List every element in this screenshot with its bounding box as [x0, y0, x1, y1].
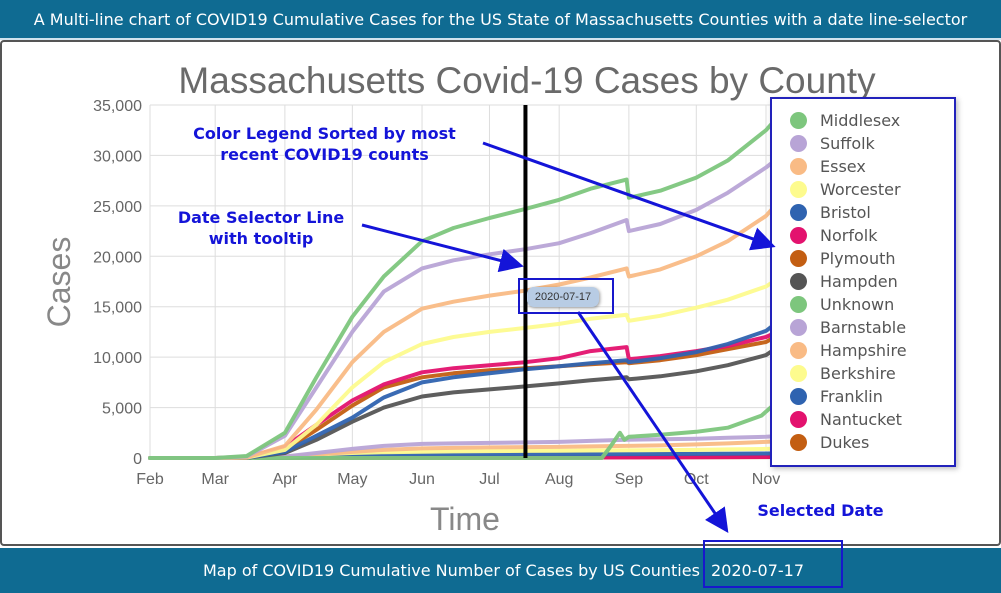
chart-title: Massachusetts Covid-19 Cases by County: [178, 60, 876, 101]
legend-item-nantucket[interactable]: Nantucket: [790, 409, 902, 429]
legend-label: Hampden: [820, 271, 898, 291]
y-tick-label: 25,000: [93, 199, 142, 216]
x-tick-label: Jul: [479, 471, 499, 488]
legend-swatch: [790, 111, 807, 129]
legend-item-unknown[interactable]: Unknown: [790, 294, 894, 314]
legend-annotation-line1: Color Legend Sorted by most: [193, 124, 456, 143]
date-tooltip: 2020-07-17: [527, 287, 599, 307]
legend-item-hampden[interactable]: Hampden: [790, 271, 898, 291]
series-line-worcester[interactable]: [148, 278, 777, 460]
legend-swatch: [790, 226, 807, 244]
x-tick-label: Feb: [136, 471, 164, 488]
y-tick-label: 10,000: [93, 350, 142, 367]
legend-label: Franklin: [820, 386, 883, 406]
x-tick-label: May: [337, 471, 367, 488]
y-ticks: 0 5,000 10,000 15,000 20,000 25,000 30,000 35,0…: [93, 98, 142, 468]
bottom-bar: Map of COVID19 Cumulative Number of Case…: [0, 548, 1001, 593]
legend-label: Suffolk: [820, 133, 875, 153]
footer-date: 2020-07-17: [711, 561, 804, 580]
tooltip-highlight-box: [518, 278, 614, 314]
series-line-essex[interactable]: [148, 203, 777, 460]
x-tick-label: Aug: [545, 471, 573, 488]
legend-swatch: [790, 157, 807, 175]
selected-date-annotation: Selected Date: [757, 501, 884, 520]
legend-item-plymouth[interactable]: Plymouth: [790, 248, 896, 268]
legend-label: Hampshire: [820, 340, 907, 360]
selected-date-highlight-box: [703, 540, 843, 588]
y-tick-label: 0: [133, 451, 142, 468]
legend-item-hampshire[interactable]: Hampshire: [790, 340, 907, 360]
legend-swatch: [790, 433, 807, 451]
legend-swatch: [790, 318, 807, 336]
legend-item-franklin[interactable]: Franklin: [790, 386, 883, 406]
top-title-bar: A Multi-line chart of COVID19 Cumulative…: [0, 0, 1001, 40]
legend-swatch: [790, 410, 807, 428]
legend-item-essex[interactable]: Essex: [790, 156, 866, 176]
legend-swatch: [790, 134, 807, 152]
legend-swatch: [790, 341, 807, 359]
footer-label: Map of COVID19 Cumulative Number of Case…: [202, 561, 700, 580]
legend-annotation-line2: recent COVID19 counts: [220, 145, 429, 164]
legend-label: Nantucket: [820, 409, 902, 429]
legend-label: Plymouth: [820, 248, 896, 268]
legend-label: Middlesex: [820, 110, 901, 130]
x-tick-label: Mar: [201, 471, 229, 488]
footer-text: Map of COVID19 Cumulative Number of Case…: [0, 548, 1001, 593]
legend-label: Berkshire: [820, 363, 896, 383]
x-tick-label: Oct: [684, 471, 709, 488]
legend-label: Worcester: [820, 179, 901, 199]
y-axis-label: Cases: [41, 237, 77, 328]
y-tick-label: 35,000: [93, 98, 142, 115]
legend-swatch: [790, 387, 807, 405]
legend-swatch: [790, 203, 807, 221]
legend-label: Dukes: [820, 432, 870, 452]
y-tick-label: 5,000: [102, 401, 142, 418]
legend-item-suffolk[interactable]: Suffolk: [790, 133, 875, 153]
selector-annotation-line2: with tooltip: [208, 229, 314, 248]
legend-label: Unknown: [820, 294, 895, 314]
legend-swatch: [790, 272, 807, 290]
legend: Middlesex Suffolk Essex Worcester Bristol Nor…: [770, 97, 956, 467]
legend-swatch: [790, 295, 807, 313]
y-tick-label: 30,000: [93, 148, 142, 165]
x-ticks: Feb Mar Apr May Jun Jul Aug Sep Oct Nov: [136, 471, 780, 488]
x-tick-label: Nov: [752, 471, 780, 488]
legend-label: Barnstable: [820, 317, 907, 337]
legend-item-norfolk[interactable]: Norfolk: [790, 225, 877, 245]
chart-frame: [0, 40, 1001, 546]
x-tick-label: Sep: [615, 471, 644, 488]
x-axis-label: Time: [430, 501, 500, 537]
legend-swatch: [790, 364, 807, 382]
legend-item-berkshire[interactable]: Berkshire: [790, 363, 896, 383]
legend-item-worcester[interactable]: Worcester: [790, 179, 901, 199]
selector-annotation-line1: Date Selector Line: [177, 208, 345, 227]
legend-label: Bristol: [820, 202, 871, 222]
page-title: A Multi-line chart of COVID19 Cumulative…: [33, 10, 968, 29]
legend-item-dukes[interactable]: Dukes: [790, 432, 869, 452]
legend-item-barnstable[interactable]: Barnstable: [790, 317, 906, 337]
legend-label: Norfolk: [820, 225, 878, 245]
x-tick-label: Jun: [409, 471, 435, 488]
legend-annotation: Color Legend Sorted by most recent COVID…: [182, 123, 467, 165]
x-tick-label: Apr: [272, 471, 298, 488]
legend-label: Essex: [820, 156, 866, 176]
legend-item-bristol[interactable]: Bristol: [790, 202, 871, 222]
legend-swatch: [790, 249, 807, 267]
selector-annotation: Date Selector Line with tooltip: [166, 207, 356, 249]
y-tick-label: 20,000: [93, 249, 142, 266]
y-tick-label: 15,000: [93, 300, 142, 317]
legend-item-middlesex[interactable]: Middlesex: [790, 110, 900, 130]
legend-swatch: [790, 180, 807, 198]
